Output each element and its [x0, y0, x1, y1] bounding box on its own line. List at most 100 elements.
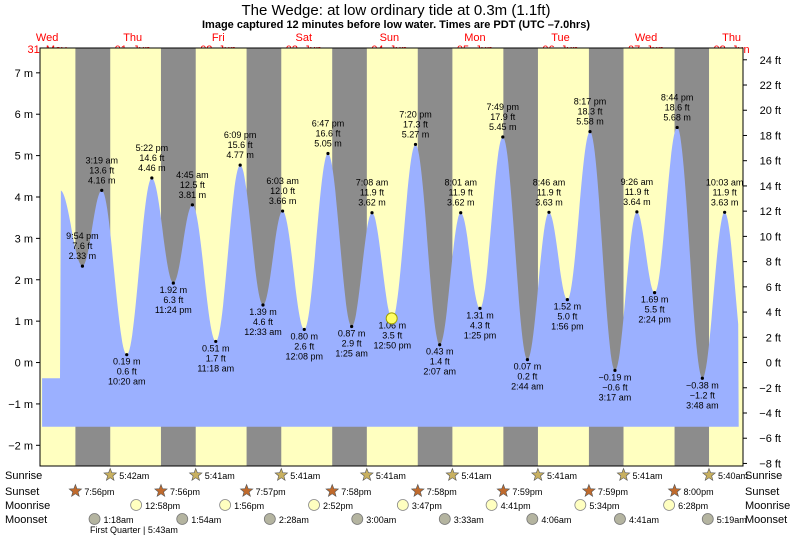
moonrise-icon	[219, 499, 232, 511]
tide-event-label: 1.69 m	[641, 295, 669, 305]
tide-event-label: 1:56 pm	[551, 322, 584, 332]
tide-event-label: 18.6 ft	[665, 102, 691, 112]
sunrise-icon	[445, 467, 460, 481]
sunrise-time: 5:42am	[119, 471, 149, 481]
chart-title: The Wedge: at low ordinary tide at 0.3m …	[241, 2, 550, 19]
moonrise-time: 5:34pm	[589, 501, 619, 511]
tide-event-label: 1:25 pm	[464, 330, 497, 340]
right-tick-label: 2 ft	[766, 332, 781, 344]
tide-point	[635, 210, 639, 214]
sunrise-icon	[274, 467, 289, 481]
tide-event-label: 5.27 m	[402, 129, 430, 139]
tide-point	[478, 306, 482, 310]
moonrise-time: 12:58pm	[145, 501, 180, 511]
tide-event-label: 4.3 ft	[470, 320, 491, 330]
astro-row-label-left: Moonrise	[5, 500, 50, 512]
right-tick-label: 0 ft	[766, 358, 781, 370]
left-tick-label: 2 m	[15, 275, 33, 287]
sunset-time: 7:56pm	[170, 487, 200, 497]
sunrise-time: 5:41am	[376, 471, 406, 481]
sunrise-time: 5:40am	[718, 471, 748, 481]
tide-event-label: 4.6 ft	[253, 317, 274, 327]
sunset-icon	[496, 483, 511, 497]
sunrise-time: 5:41am	[633, 471, 663, 481]
tide-event-label: 14.6 ft	[139, 153, 165, 163]
tide-event-label: 6.3 ft	[163, 295, 184, 305]
moonset-icon	[701, 513, 714, 525]
tide-point	[370, 211, 374, 215]
tide-event-label: 6:09 pm	[224, 130, 257, 140]
right-tick-label: 20 ft	[760, 105, 781, 117]
right-tick-label: −2 ft	[759, 383, 781, 395]
tide-point	[613, 368, 617, 372]
tide-event-label: 2.6 ft	[294, 341, 315, 351]
sunset-time: 7:58pm	[427, 487, 457, 497]
day-weekday: Thu	[722, 32, 741, 44]
tide-event-label: 3.66 m	[269, 196, 297, 206]
tide-event-label: 8:44 pm	[661, 92, 694, 102]
moonset-time: 1:54am	[191, 515, 221, 525]
tide-event-label: 5.58 m	[576, 117, 604, 127]
sunset-time: 7:59pm	[598, 487, 628, 497]
tide-event-label: 11.9 ft	[449, 188, 474, 198]
tide-event-label: 11.9 ft	[537, 187, 562, 197]
moonrise-icon	[663, 499, 675, 511]
tide-event-label: 4.46 m	[138, 163, 166, 173]
sunset-time: 8:00pm	[684, 487, 714, 497]
moonset-time: 1:18am	[104, 515, 134, 525]
tide-event-label: 11:24 pm	[155, 305, 192, 315]
tide-point	[150, 176, 154, 180]
moonset-icon	[263, 513, 276, 525]
astro-row-label-left: Moonset	[5, 514, 47, 526]
tide-event-label: 5.45 m	[489, 122, 517, 132]
tide-event-label: 3:19 am	[85, 155, 118, 165]
tide-event-label: 5.5 ft	[645, 305, 666, 315]
day-weekday: Thu	[123, 32, 142, 44]
moonset-time: 5:19am	[717, 515, 747, 525]
left-tick-label: 0 m	[15, 358, 33, 370]
sunset-time: 7:56pm	[84, 487, 114, 497]
sunrise-icon	[359, 467, 374, 481]
astro-row-label-left: Sunset	[5, 486, 39, 498]
tide-event-label: 2:07 am	[423, 367, 456, 377]
tide-event-label: 3.5 ft	[382, 331, 403, 341]
axes: −2 m −1 m 0 m 1 m 2 m 3 m 4 m 5 m 6 m 7 m −8 ft −6 …	[8, 47, 781, 470]
tide-event-label: 0.2 ft	[517, 372, 538, 382]
tide-point	[565, 298, 569, 302]
astro-row-label-right: Sunrise	[745, 470, 782, 482]
current-time-marker	[385, 312, 398, 325]
day-weekday: Wed	[36, 32, 58, 44]
tide-event-label: 3:17 am	[599, 392, 632, 402]
tide-point	[261, 303, 265, 307]
tide-event-label: 0.87 m	[338, 329, 366, 339]
tide-event-label: 6:03 am	[266, 176, 299, 186]
tide-event-label: 2:44 am	[511, 382, 544, 392]
left-tick-label: 5 m	[15, 151, 33, 163]
tide-point	[350, 324, 354, 329]
right-tick-label: 8 ft	[766, 257, 781, 269]
moonrise-time: 6:28pm	[678, 501, 708, 511]
moonset-time: 4:06am	[541, 515, 571, 525]
tide-event-label: 12.5 ft	[180, 180, 206, 190]
moonrise-icon	[574, 499, 587, 511]
tide-event-label: 6:47 pm	[312, 119, 345, 129]
tide-event-label: 0.43 m	[426, 347, 454, 357]
tide-event-label: 7:08 am	[356, 178, 389, 188]
tide-event-label: 13.6 ft	[89, 165, 115, 175]
right-tick-label: 4 ft	[766, 307, 781, 319]
tide-event-label: 12:33 am	[244, 327, 282, 337]
sunset-icon	[68, 483, 83, 497]
moonset-icon	[351, 513, 364, 525]
tide-event-label: 1.7 ft	[206, 353, 227, 363]
day-weekday: Sun	[380, 32, 400, 44]
moonrise-time: 2:52pm	[323, 501, 353, 511]
tide-event-label: 1.06 m	[379, 321, 407, 331]
moonset-icon	[176, 513, 189, 525]
tide-event-label: 3.63 m	[711, 197, 739, 207]
day-weekday: Tue	[551, 32, 570, 44]
left-tick-label: −1 m	[8, 399, 33, 411]
moonrise-time: 4:41pm	[501, 501, 531, 511]
tide-event-label: 3.62 m	[358, 198, 386, 208]
